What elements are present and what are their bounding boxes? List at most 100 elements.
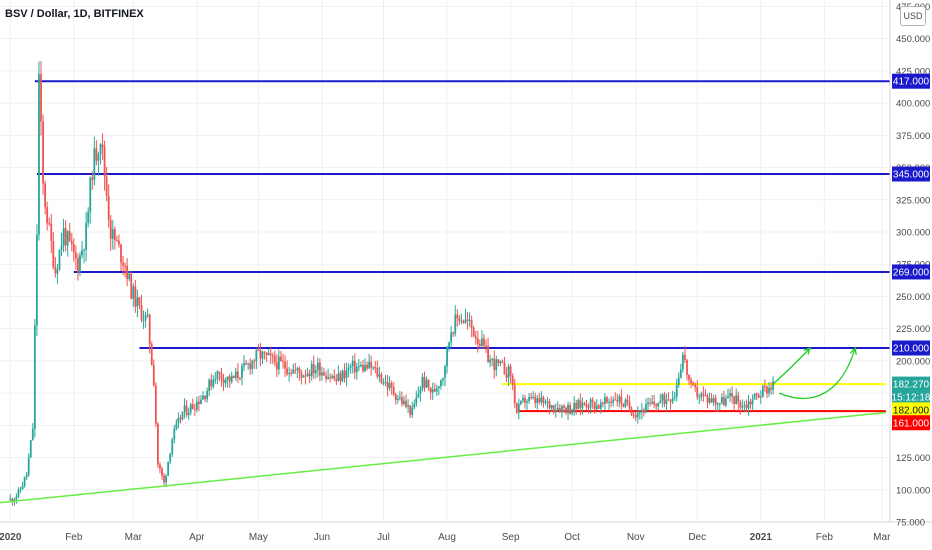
candle-up: [647, 402, 649, 404]
currency-button[interactable]: USD: [900, 6, 926, 26]
candle-up: [214, 379, 217, 381]
candle-up: [417, 394, 420, 398]
candle-up: [226, 376, 229, 380]
candle-down: [329, 377, 332, 379]
candle-down: [511, 375, 514, 386]
time-tick-label: Aug: [438, 532, 456, 543]
candle-up: [526, 401, 528, 403]
candle-down: [630, 408, 633, 415]
price-badge-label: 345.000: [893, 170, 930, 181]
candle-up: [136, 297, 139, 307]
candle-up: [99, 144, 102, 155]
candle-down: [401, 397, 403, 405]
candle-down: [452, 332, 455, 334]
candle-up: [681, 354, 684, 370]
candle-up: [636, 413, 639, 418]
candle-down: [509, 366, 512, 376]
price-tick-label: 225.000: [896, 324, 930, 335]
time-tick-label: Feb: [816, 532, 834, 543]
candle-up: [489, 359, 492, 363]
time-axis[interactable]: 2020 Feb Mar Apr May Jun Jul Aug Sep Oct Nov Dec 202…: [0, 532, 891, 543]
candle-up: [241, 365, 243, 378]
candle-up: [310, 364, 313, 377]
candle-down: [42, 121, 44, 184]
price-badge: [892, 264, 930, 280]
candle-up: [677, 377, 680, 385]
candle-up: [589, 399, 592, 408]
candle-down: [548, 401, 551, 409]
candle-down: [626, 399, 629, 403]
candle-down: [515, 403, 518, 413]
price-tick-label: 425.000: [896, 66, 930, 77]
candle-down: [649, 402, 651, 404]
candle-up: [651, 401, 654, 404]
candle-down: [610, 401, 613, 403]
candle-down: [77, 258, 79, 273]
projection-arrow-curve: [779, 347, 856, 399]
candle-up: [519, 400, 522, 405]
candle-down: [159, 464, 161, 469]
candle-down: [423, 376, 426, 388]
candle-down: [669, 400, 672, 402]
candle-down: [113, 229, 116, 240]
candle-down: [458, 318, 461, 322]
candle-down: [236, 371, 239, 378]
candle-up: [79, 255, 81, 273]
candle-down: [271, 355, 274, 357]
candle-up: [142, 320, 145, 322]
candle-up: [536, 398, 539, 404]
candle-down: [530, 397, 533, 399]
candle-down: [275, 362, 278, 370]
price-badge-label: 15:12:18: [892, 392, 931, 403]
candle-down: [52, 241, 55, 268]
candle-up: [181, 411, 184, 420]
candle-up: [89, 177, 92, 213]
price-tick-label: 375.000: [896, 131, 930, 142]
candle-up: [729, 393, 731, 397]
chart-title: BSV / Dollar, 1D, BITFINEX: [5, 8, 144, 20]
candle-up: [439, 380, 442, 387]
candle-up: [460, 320, 463, 322]
candle-up: [189, 404, 192, 413]
candle-up: [9, 498, 12, 501]
candle-up: [261, 351, 264, 359]
candle-up: [56, 269, 59, 274]
candle-up: [595, 405, 598, 410]
candle-down: [70, 240, 73, 245]
candle-up: [741, 406, 744, 408]
candle-down: [263, 351, 266, 353]
candle-down: [122, 262, 124, 266]
candle-down: [370, 361, 373, 368]
candle-down: [569, 404, 571, 414]
candle-up: [657, 402, 660, 407]
candle-up: [345, 369, 348, 379]
candle-up: [495, 359, 498, 371]
price-tick-label: 250.000: [896, 292, 930, 303]
candle-down: [692, 383, 695, 385]
candle-down: [68, 231, 71, 241]
candle-down: [253, 360, 256, 362]
candle-down: [312, 364, 315, 374]
candle-down: [298, 368, 301, 373]
candle-down: [497, 359, 500, 364]
candle-down: [124, 265, 126, 267]
candle-up: [316, 362, 319, 371]
candle-down: [335, 378, 338, 381]
candle-up: [540, 397, 543, 403]
candle-down: [731, 393, 733, 397]
candle-down: [374, 367, 377, 369]
price-badge-label: 161.000: [893, 418, 930, 429]
candle-up: [33, 325, 36, 429]
candle-up: [357, 366, 360, 368]
candle-up: [581, 402, 584, 408]
candle-up: [38, 74, 40, 235]
candle-down: [46, 207, 49, 224]
candle-up: [700, 393, 703, 397]
candle-down: [103, 146, 106, 177]
price-tick-label: 200.000: [896, 356, 930, 367]
candle-down: [157, 423, 159, 465]
candle-down: [405, 400, 407, 407]
candle-down: [620, 396, 623, 404]
candle-down: [643, 409, 645, 413]
